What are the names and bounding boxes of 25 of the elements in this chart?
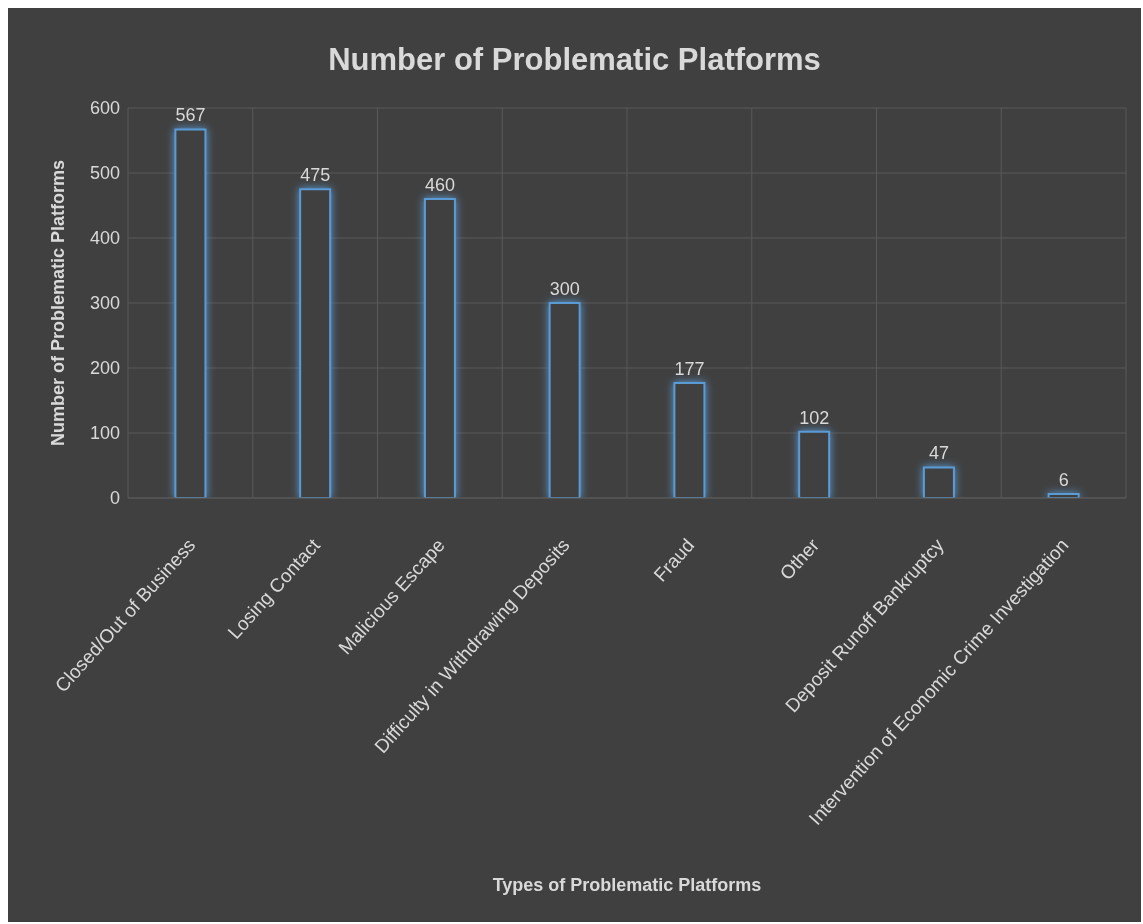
- data-label: 460: [424, 175, 455, 195]
- y-tick-label: 100: [89, 423, 120, 444]
- bar: [548, 302, 581, 498]
- y-tick-label: 500: [89, 163, 120, 184]
- x-axis-title: Types of Problematic Platforms: [492, 875, 762, 895]
- data-label: 300: [549, 279, 580, 299]
- data-label: 177: [674, 358, 705, 379]
- data-label: 102: [799, 407, 830, 428]
- bar: [798, 430, 831, 498]
- bar: [299, 188, 332, 498]
- y-tick-label: 600: [89, 98, 120, 119]
- bar: [673, 381, 706, 498]
- chart-title: Number of Problematic Platforms: [327, 42, 822, 78]
- data-label: 475: [300, 165, 331, 186]
- data-label: 6: [1058, 470, 1069, 491]
- y-axis-title: Number of Problematic Platforms: [48, 159, 69, 447]
- bar: [174, 128, 207, 498]
- bar: [922, 466, 955, 498]
- data-label: 47: [928, 443, 949, 464]
- y-tick-label: 400: [89, 228, 120, 249]
- y-tick-label: 300: [89, 293, 120, 314]
- data-label: 567: [175, 105, 206, 126]
- y-tick-label: 200: [89, 358, 120, 379]
- y-tick-label: 0: [109, 488, 120, 509]
- bar: [423, 198, 456, 498]
